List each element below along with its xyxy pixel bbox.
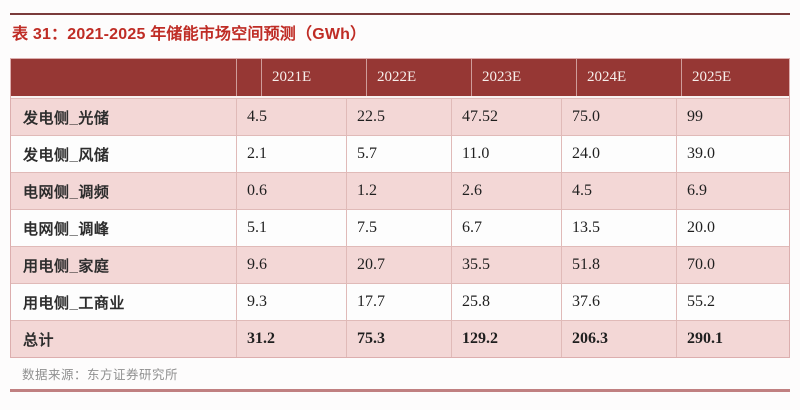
cell-value: 13.5 <box>561 210 676 246</box>
table-title: 表 31：2021-2025 年储能市场空间预测（GWh） <box>12 26 367 43</box>
cell-value: 129.2 <box>451 321 561 357</box>
table-row: 用电侧_工商业 9.3 17.7 25.8 37.6 55.2 <box>11 283 789 320</box>
header-cell-2023e: 2023E <box>471 59 576 96</box>
cell-value: 9.6 <box>236 247 346 283</box>
cell-value: 20.7 <box>346 247 451 283</box>
cell-value: 39.0 <box>676 136 789 172</box>
table-row: 用电侧_家庭 9.6 20.7 35.5 51.8 70.0 <box>11 246 789 283</box>
cell-value: 5.7 <box>346 136 451 172</box>
header-cell-2022e: 2022E <box>366 59 471 96</box>
table-row-total: 总计 31.2 75.3 129.2 206.3 290.1 <box>11 320 789 357</box>
cell-value: 17.7 <box>346 284 451 320</box>
cell-value: 47.52 <box>451 99 561 135</box>
table-row: 电网侧_调峰 5.1 7.5 6.7 13.5 20.0 <box>11 209 789 246</box>
cell-value: 6.9 <box>676 173 789 209</box>
cell-value: 75.0 <box>561 99 676 135</box>
bottom-divider <box>10 389 790 392</box>
header-cell-2025e: 2025E <box>681 59 789 96</box>
row-label: 电网侧_调频 <box>23 183 110 201</box>
cell-value: 51.8 <box>561 247 676 283</box>
cell-value: 75.3 <box>346 321 451 357</box>
cell-value: 31.2 <box>236 321 346 357</box>
cell-value: 1.2 <box>346 173 451 209</box>
row-label: 发电侧_风储 <box>23 146 110 164</box>
cell-value: 4.5 <box>561 173 676 209</box>
row-label: 发电侧_光储 <box>23 109 110 127</box>
cell-value: 206.3 <box>561 321 676 357</box>
header-cell-2024e: 2024E <box>576 59 681 96</box>
cell-value: 2.6 <box>451 173 561 209</box>
cell-value: 22.5 <box>346 99 451 135</box>
cell-value: 99 <box>676 99 789 135</box>
cell-value: 290.1 <box>676 321 789 357</box>
cell-value: 11.0 <box>451 136 561 172</box>
cell-value: 25.8 <box>451 284 561 320</box>
cell-value: 6.7 <box>451 210 561 246</box>
header-cell-spacer <box>236 59 261 96</box>
cell-value: 9.3 <box>236 284 346 320</box>
row-label: 电网侧_调峰 <box>23 220 110 238</box>
header-cell-corner <box>11 59 236 96</box>
header-cell-2021e: 2021E <box>261 59 366 96</box>
row-label: 用电侧_家庭 <box>23 257 110 275</box>
cell-value: 24.0 <box>561 136 676 172</box>
table-row: 电网侧_调频 0.6 1.2 2.6 4.5 6.9 <box>11 172 789 209</box>
table-header-row: 2021E 2022E 2023E 2024E 2025E <box>11 59 789 98</box>
cell-value: 37.6 <box>561 284 676 320</box>
source-note: 数据来源：东方证券研究所 <box>22 368 179 382</box>
cell-value: 2.1 <box>236 136 346 172</box>
cell-value: 0.6 <box>236 173 346 209</box>
cell-value: 20.0 <box>676 210 789 246</box>
cell-value: 70.0 <box>676 247 789 283</box>
cell-value: 55.2 <box>676 284 789 320</box>
table-row: 发电侧_风储 2.1 5.7 11.0 24.0 39.0 <box>11 135 789 172</box>
forecast-table: 2021E 2022E 2023E 2024E 2025E 发电侧_光储 4.5… <box>10 58 790 358</box>
cell-value: 35.5 <box>451 247 561 283</box>
cell-value: 7.5 <box>346 210 451 246</box>
top-divider <box>10 13 790 15</box>
row-label: 总计 <box>23 331 55 349</box>
cell-value: 4.5 <box>236 99 346 135</box>
row-label: 用电侧_工商业 <box>23 294 125 312</box>
table-row: 发电侧_光储 4.5 22.5 47.52 75.0 99 <box>11 98 789 135</box>
cell-value: 5.1 <box>236 210 346 246</box>
